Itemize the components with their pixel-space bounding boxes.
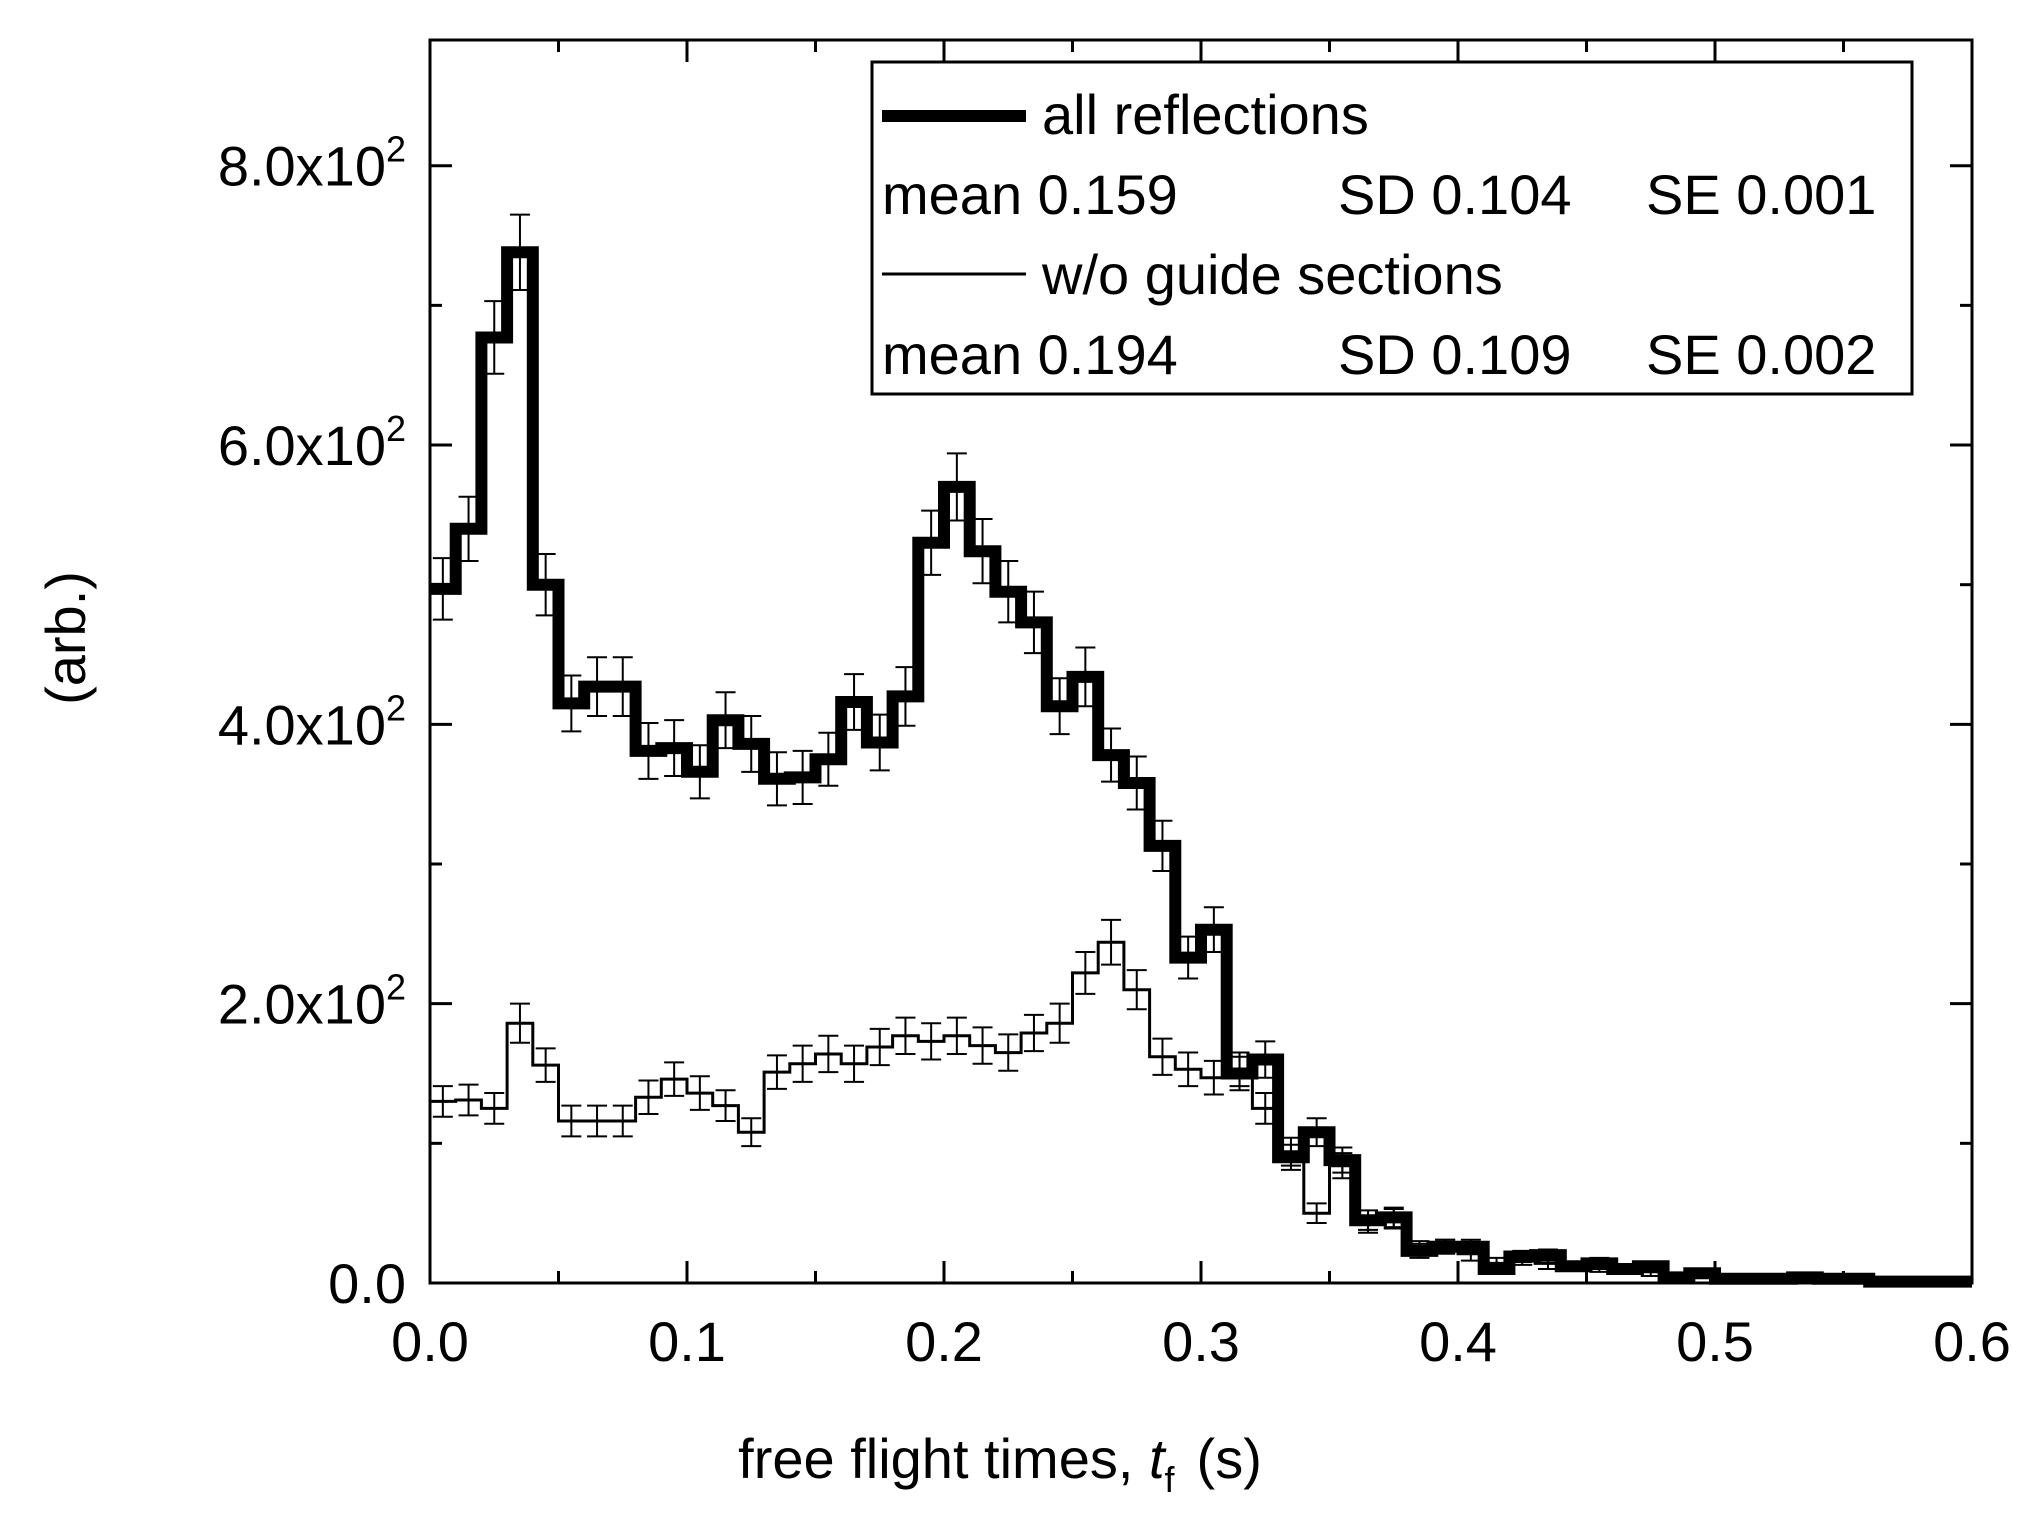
y-tick-mantissa: 8.0x10 <box>218 135 386 198</box>
y-tick-label: 4.0x102 <box>218 687 406 756</box>
x-axis-label: free flight times, tf (s) <box>738 1427 1262 1500</box>
y-tick-exponent: 2 <box>386 408 406 449</box>
y-axis-label: (arb.) <box>34 571 97 705</box>
y-tick-exponent: 2 <box>386 129 406 170</box>
x-tick-label: 0.1 <box>648 1310 726 1373</box>
x-axis-label-suffix: (s) <box>1197 1427 1262 1490</box>
series-layer <box>430 213 1972 1288</box>
x-tick-label: 0.6 <box>1933 1310 2011 1373</box>
legend-box <box>870 60 1914 396</box>
legend-se-all-reflections: SE 0.001 <box>1646 163 1876 226</box>
y-tick-exponent: 2 <box>386 967 406 1008</box>
y-tick-mantissa: 6.0x10 <box>218 414 386 477</box>
legend-sd-wo-guide-sections: SD 0.109 <box>1338 323 1572 386</box>
y-tick-label: 2.0x102 <box>218 967 406 1036</box>
x-axis-label-var: t <box>1149 1427 1167 1490</box>
y-tick-label: 6.0x102 <box>218 408 406 477</box>
y-tick-mantissa: 2.0x10 <box>218 973 386 1036</box>
y-tick-mantissa: 4.0x10 <box>218 693 386 756</box>
x-tick-label: 0.0 <box>391 1310 469 1373</box>
legend-label-all-reflections: all reflections <box>1042 83 1369 146</box>
axes-layer: 0.0 0.1 0.2 0.3 0.4 0.5 0.60.02.0x1024.0x1026.… <box>218 38 2011 1373</box>
legend: all reflections mean 0.159 SD 0.104 SE 0… <box>870 60 1914 396</box>
x-axis-label-sub: f <box>1165 1459 1176 1500</box>
x-tick-label: 0.3 <box>1162 1310 1240 1373</box>
x-tick-label: 0.2 <box>905 1310 983 1373</box>
legend-mean-all-reflections: mean 0.159 <box>882 163 1178 226</box>
x-tick-label: 0.4 <box>1419 1310 1497 1373</box>
legend-se-wo-guide-sections: SE 0.002 <box>1646 323 1876 386</box>
y-tick-exponent: 2 <box>386 687 406 728</box>
legend-mean-wo-guide-sections: mean 0.194 <box>882 323 1178 386</box>
series-line-all-reflections <box>430 246 1972 1288</box>
legend-sd-all-reflections: SD 0.104 <box>1338 163 1572 226</box>
y-tick-label: 8.0x102 <box>218 129 406 198</box>
y-tick-label: 0.0 <box>328 1252 406 1315</box>
x-tick-label: 0.5 <box>1676 1310 1754 1373</box>
x-axis-label-prefix: free flight times, <box>738 1427 1149 1490</box>
legend-label-wo-guide-sections: w/o guide sections <box>1041 243 1503 306</box>
y-tick-mantissa: 0.0 <box>328 1252 406 1315</box>
series-line-w-o-guide-sections <box>430 940 1972 1284</box>
